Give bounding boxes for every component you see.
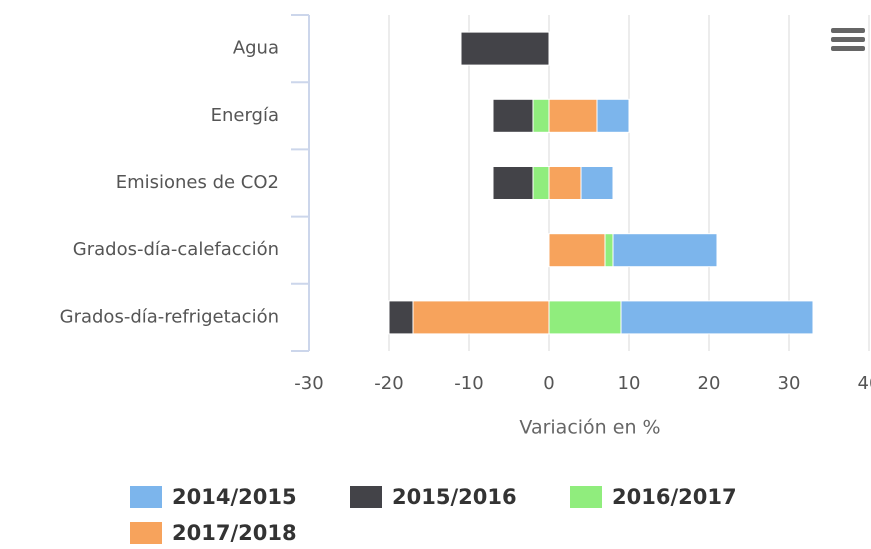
legend-label: 2017/2018 — [172, 521, 297, 545]
x-tick-label: 40 — [858, 373, 871, 394]
bar — [460, 31, 550, 66]
bar — [548, 300, 622, 335]
y-tick-label: Emisiones de CO2 — [116, 172, 279, 193]
bar — [412, 300, 550, 335]
menu-button[interactable] — [831, 28, 865, 51]
bar — [548, 98, 598, 133]
legend-swatch — [570, 486, 602, 508]
menu-bar — [831, 46, 865, 51]
x-tick-label: 30 — [778, 373, 801, 394]
x-tick-label: -10 — [454, 373, 483, 394]
x-tick-label: -20 — [374, 373, 403, 394]
legend-label: 2015/2016 — [392, 485, 517, 509]
bar — [548, 166, 582, 200]
bar — [388, 300, 414, 335]
x-axis-title: Variación en % — [519, 417, 660, 439]
y-tick-label: Agua — [233, 38, 279, 59]
bar — [612, 233, 718, 268]
bar — [548, 233, 606, 268]
y-tick-label: Energía — [211, 105, 279, 126]
bar — [604, 233, 614, 268]
y-tick-label: Grados-día-calefacción — [73, 239, 279, 260]
x-tick-label: 0 — [543, 373, 554, 394]
bar — [492, 98, 534, 133]
menu-bar — [831, 37, 865, 42]
x-tick-label: 20 — [698, 373, 721, 394]
x-tick-label: -30 — [294, 373, 323, 394]
legend-label: 2016/2017 — [612, 485, 737, 509]
menu-bar — [831, 28, 865, 33]
bar — [580, 166, 614, 200]
bar — [596, 98, 630, 133]
legend-swatch — [130, 522, 162, 544]
bar — [532, 98, 550, 133]
legend-label: 2014/2015 — [172, 485, 297, 509]
bar — [492, 166, 534, 200]
x-tick-label: 10 — [618, 373, 641, 394]
legend-swatch — [130, 486, 162, 508]
legend-swatch — [350, 486, 382, 508]
bar — [532, 166, 550, 200]
bar — [620, 300, 814, 335]
y-tick-label: Grados-día-refrigetación — [60, 306, 279, 327]
